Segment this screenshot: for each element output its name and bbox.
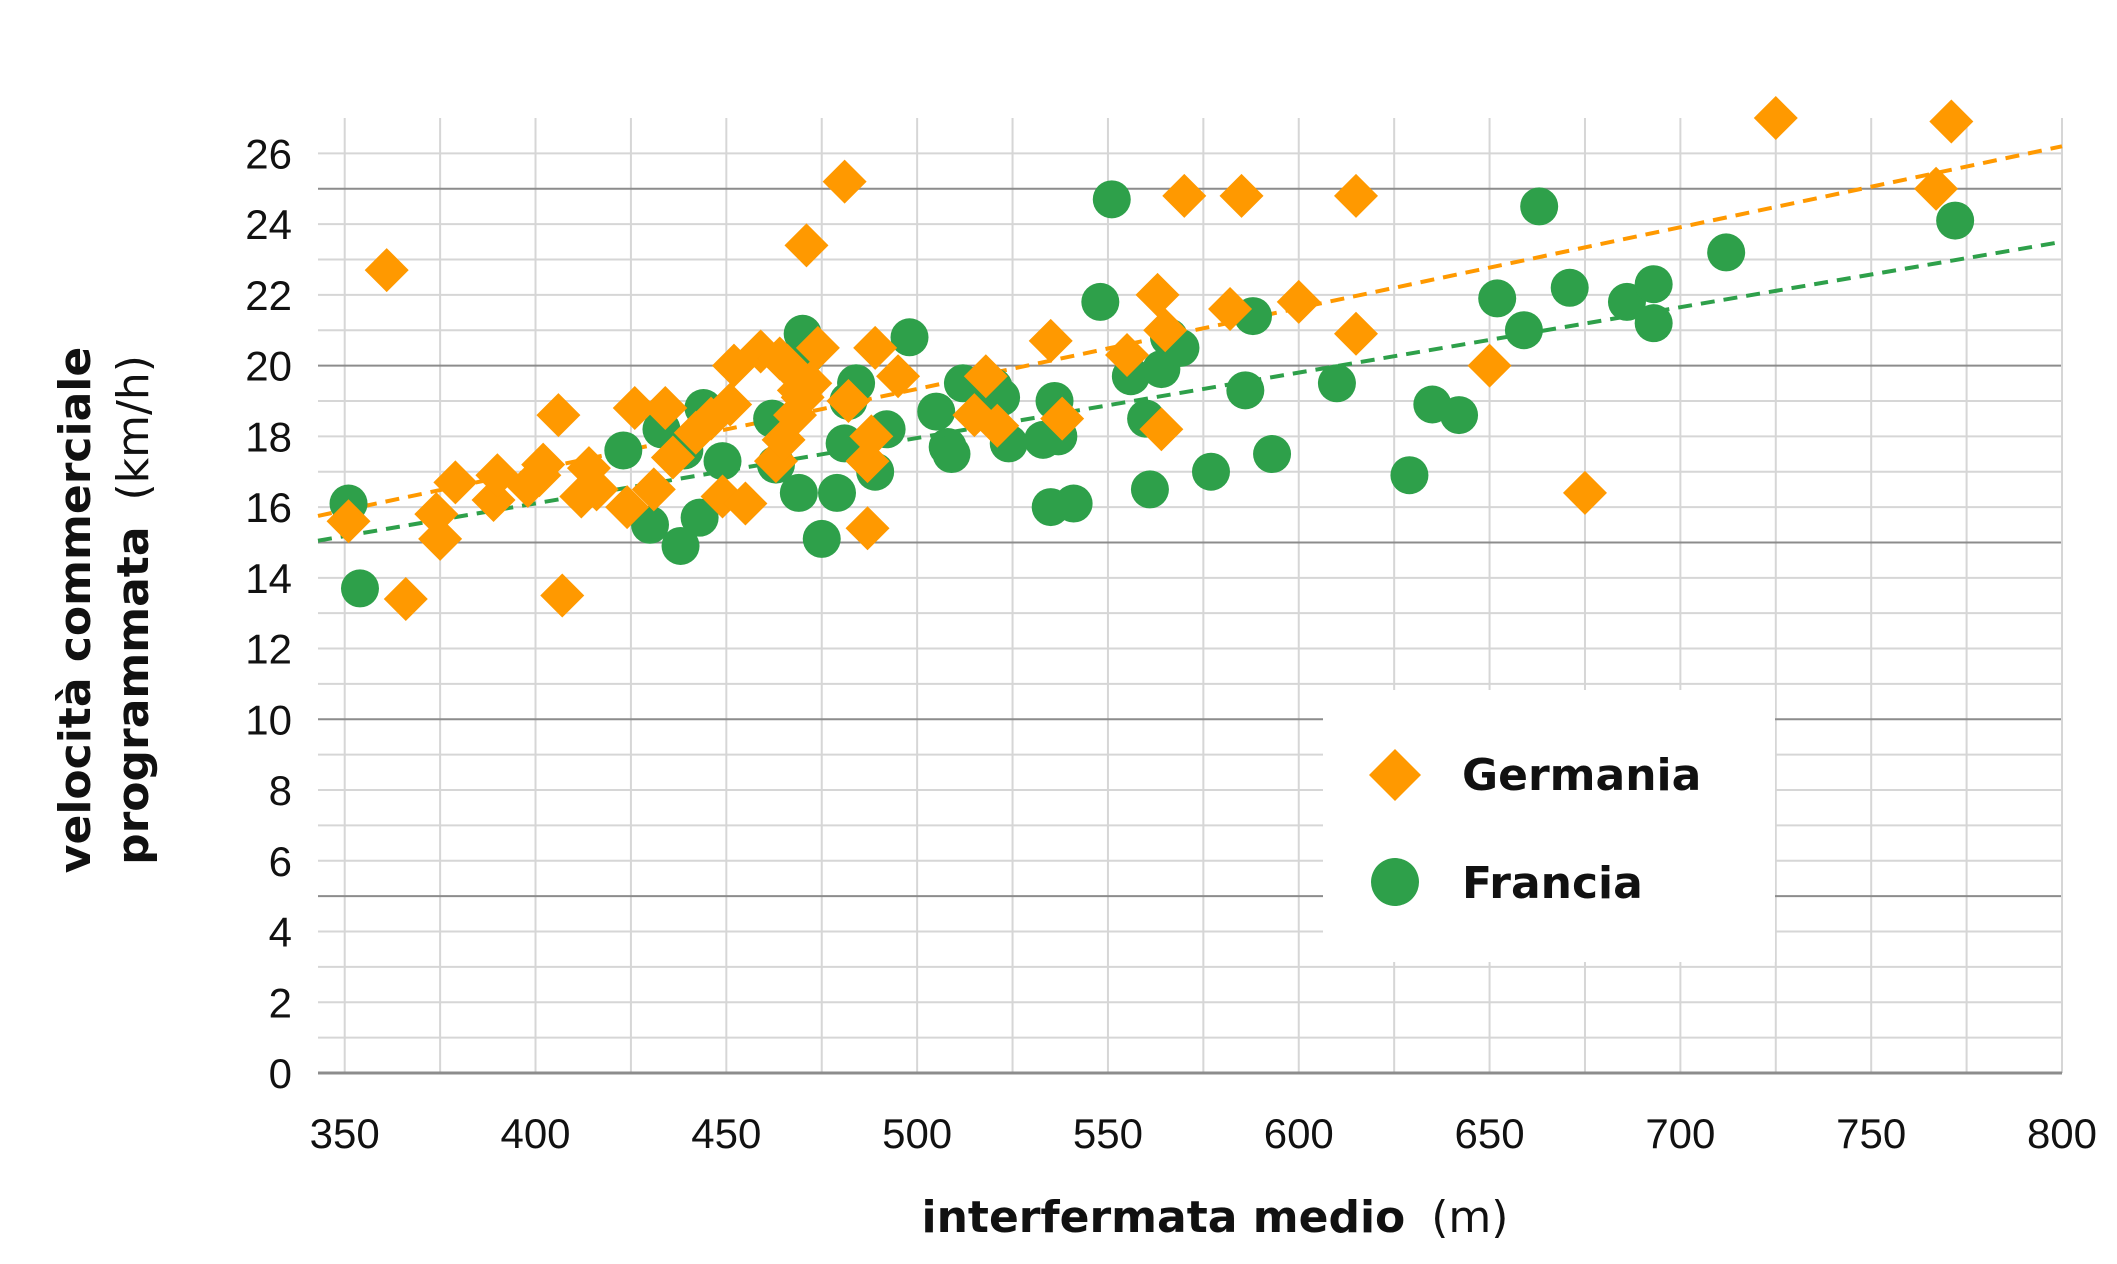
data-point-francia — [1440, 396, 1478, 434]
y-tick-label: 22 — [245, 272, 292, 319]
y-tick-label: 14 — [245, 555, 292, 602]
legend-marker-francia — [1371, 858, 1419, 906]
data-point-francia — [1093, 180, 1131, 218]
data-point-germania — [1754, 96, 1798, 140]
x-tick-label: 350 — [310, 1110, 380, 1157]
legend-label-francia: Francia — [1462, 858, 1643, 909]
data-point-francia — [1390, 456, 1428, 494]
data-point-germania — [1468, 344, 1512, 388]
y-tick-label: 4 — [269, 909, 292, 956]
data-point-francia — [604, 431, 642, 469]
data-point-francia — [818, 474, 856, 512]
x-axis-title-main: interfermata medio — [922, 1192, 1406, 1243]
data-point-francia — [780, 474, 818, 512]
data-point-francia — [1253, 435, 1291, 473]
data-point-germania — [384, 577, 428, 621]
y-tick-label: 0 — [269, 1050, 292, 1097]
y-tick-label: 16 — [245, 484, 292, 531]
x-tick-label: 400 — [500, 1110, 570, 1157]
data-point-francia — [932, 435, 970, 473]
data-point-germania — [823, 160, 867, 204]
data-point-francia — [1520, 187, 1558, 225]
y-axis-title-unit: (km/h) — [108, 355, 159, 500]
y-tick-label: 18 — [245, 413, 292, 460]
x-tick-label: 700 — [1645, 1110, 1715, 1157]
data-point-francia — [917, 393, 955, 431]
data-point-germania — [1277, 280, 1321, 324]
data-point-francia — [704, 442, 742, 480]
y-tick-label: 12 — [245, 626, 292, 673]
data-point-francia — [803, 520, 841, 558]
y-tick-label: 10 — [245, 696, 292, 743]
y-axis-title-line1: velocità commerciale — [50, 347, 101, 873]
x-axis-title: interfermata medio (m) — [922, 1192, 1509, 1243]
data-point-germania — [1162, 174, 1206, 218]
data-point-francia — [1131, 470, 1169, 508]
data-point-germania — [1563, 471, 1607, 515]
data-point-francia — [1478, 279, 1516, 317]
y-tick-label: 6 — [269, 838, 292, 885]
legend-label-germania: Germania — [1462, 750, 1701, 801]
data-point-francia — [1936, 202, 1974, 240]
x-tick-label: 750 — [1836, 1110, 1906, 1157]
data-point-francia — [1551, 269, 1589, 307]
data-point-germania — [1220, 174, 1264, 218]
y-tick-label: 24 — [245, 201, 292, 248]
data-point-germania — [365, 248, 409, 292]
data-point-francia — [1635, 304, 1673, 342]
legend-circle-icon — [1371, 858, 1419, 906]
y-axis-title: velocità commerciale programmata (km/h) — [50, 347, 159, 873]
data-point-francia — [1081, 283, 1119, 321]
x-tick-label: 500 — [882, 1110, 952, 1157]
x-tick-label: 800 — [2027, 1110, 2097, 1157]
data-point-francia — [1226, 371, 1264, 409]
data-point-francia — [1707, 233, 1745, 271]
data-point-francia — [1635, 265, 1673, 303]
legend: Germania Francia — [1323, 690, 1775, 962]
data-point-germania — [536, 393, 580, 437]
legend-box — [1323, 690, 1775, 962]
data-point-germania — [1334, 312, 1378, 356]
data-point-francia — [341, 569, 379, 607]
y-tick-label: 20 — [245, 343, 292, 390]
data-point-francia — [891, 318, 929, 356]
x-tick-label: 450 — [691, 1110, 761, 1157]
y-axis-title-line2: programmata (km/h) — [108, 355, 159, 865]
data-point-francia — [1055, 485, 1093, 523]
x-axis-title-unit: (m) — [1431, 1192, 1508, 1243]
x-tick-label: 550 — [1073, 1110, 1143, 1157]
y-axis-title-main: programmata — [108, 526, 159, 864]
data-point-germania — [540, 574, 584, 618]
data-point-francia — [1318, 364, 1356, 402]
y-tick-label: 8 — [269, 767, 292, 814]
x-tick-label: 600 — [1264, 1110, 1334, 1157]
data-point-francia — [1505, 311, 1543, 349]
data-point-germania — [846, 506, 890, 550]
data-point-germania — [1136, 273, 1180, 317]
x-tick-label: 650 — [1455, 1110, 1525, 1157]
y-tick-label: 2 — [269, 979, 292, 1026]
y-tick-label: 26 — [245, 130, 292, 177]
data-point-germania — [1334, 174, 1378, 218]
data-point-francia — [1192, 453, 1230, 491]
